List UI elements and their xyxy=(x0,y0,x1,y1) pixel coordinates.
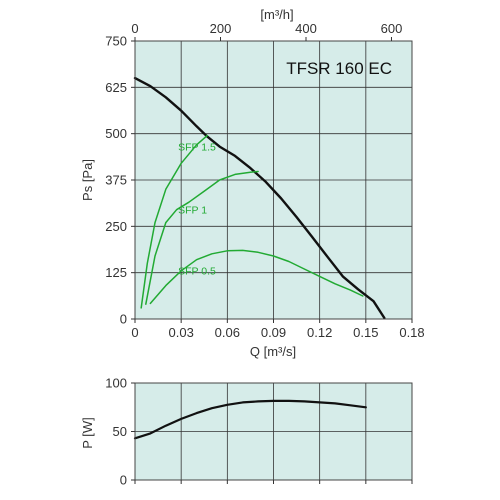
top-x-tick-label: 600 xyxy=(381,21,403,36)
sfp-label-2: SFP 1 xyxy=(178,204,207,216)
chart-title: TFSR 160 EC xyxy=(286,59,392,78)
x-tick-label: 0.18 xyxy=(399,325,424,340)
power-y-tick-label: 0 xyxy=(120,473,127,488)
top-x-tick-label: 400 xyxy=(295,21,317,36)
x-tick-label: 0.06 xyxy=(215,325,240,340)
main-series-group: SFP 1.5 SFP 1 SFP 0.5 xyxy=(133,76,386,320)
y-tick-label: 625 xyxy=(105,80,127,95)
sfp-label-1: SFP 1.5 xyxy=(178,141,216,153)
sfp-curve-line-1 xyxy=(140,134,209,309)
power-y-ticks: 0 50 100 xyxy=(105,376,413,488)
main-x-ticks: 0 0.03 0.06 0.09 0.12 0.15 0.18 xyxy=(131,319,425,340)
y-tick-label: 0 xyxy=(120,312,127,327)
fan-curve-line xyxy=(133,76,386,320)
top-x-axis-label: [m³/h] xyxy=(260,7,293,22)
x-tick-label: 0.09 xyxy=(261,325,286,340)
top-x-tick-label: 200 xyxy=(210,21,232,36)
y-axis-label: Ps [Pa] xyxy=(80,159,95,201)
y-tick-label: 375 xyxy=(105,173,127,188)
x-tick-label: 0 xyxy=(131,325,138,340)
top-x-tick-label: 0 xyxy=(131,21,138,36)
y-tick-label: 750 xyxy=(105,34,127,49)
sfp-curve-line-2 xyxy=(145,170,259,305)
y-tick-label: 500 xyxy=(105,126,127,141)
power-y-tick-label: 100 xyxy=(105,376,127,391)
power-plot: 0 50 100 P [W] xyxy=(80,376,413,488)
y-tick-label: 125 xyxy=(105,265,127,280)
sfp-curve-line-3 xyxy=(149,249,364,305)
x-tick-label: 0.03 xyxy=(169,325,194,340)
sfp-label-3: SFP 0.5 xyxy=(178,266,216,278)
x-tick-label: 0.15 xyxy=(353,325,378,340)
power-series-group xyxy=(133,399,367,440)
power-y-axis-label: P [W] xyxy=(80,417,95,449)
x-axis-label: Q [m³/s] xyxy=(250,344,296,359)
y-tick-label: 250 xyxy=(105,219,127,234)
main-y-ticks: 0 125 250 375 500 625 750 xyxy=(105,34,135,327)
x-tick-label: 0.12 xyxy=(307,325,332,340)
power-curve-line xyxy=(133,399,367,440)
main-top-x-ticks: 0 200 400 600 xyxy=(131,21,402,41)
power-y-tick-label: 50 xyxy=(113,424,127,439)
